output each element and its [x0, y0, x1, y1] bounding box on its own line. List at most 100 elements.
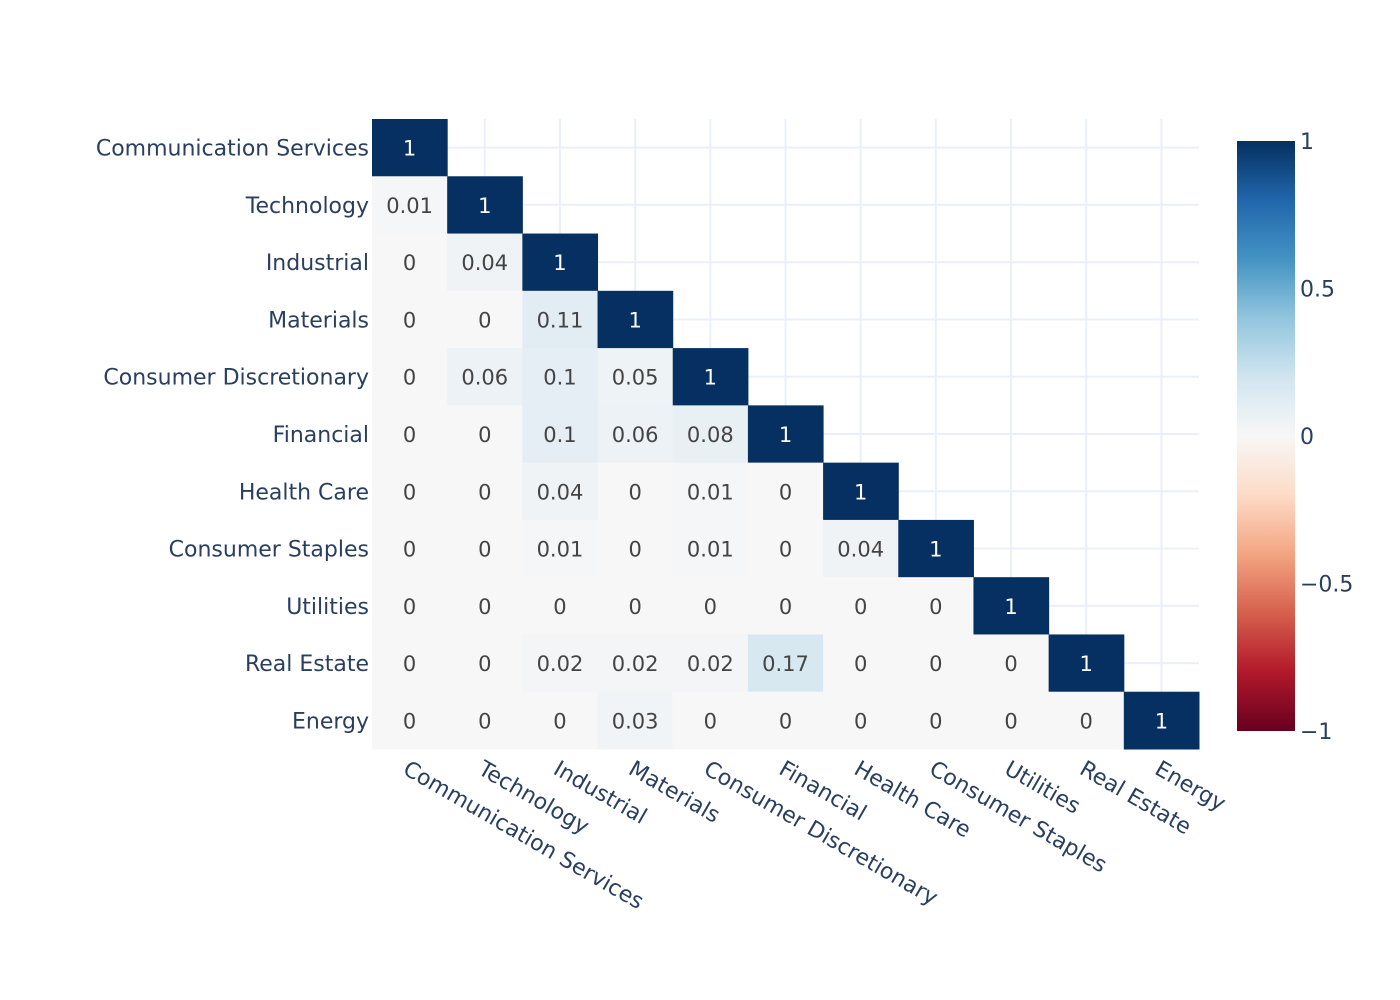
colorbar-ticks: 1 0.5 0 −0.5 −1: [1300, 130, 1353, 745]
heatmap-cell: [898, 519, 974, 578]
cell-value-label: 1: [628, 308, 641, 332]
y-tick-materials: Materials: [268, 308, 369, 333]
heatmap-cell: [672, 577, 749, 635]
heatmap-cell: [672, 634, 749, 693]
cell-value-label: 0: [1004, 709, 1017, 733]
heatmap-cell: [372, 348, 448, 406]
heatmap-cell: [747, 577, 824, 635]
heatmap-cell: [672, 405, 749, 464]
cell-value-label: 0: [478, 709, 491, 733]
heatmap-cell: [522, 691, 599, 750]
cell-value-label: 0.08: [687, 423, 734, 447]
heatmap-cell: [1048, 634, 1125, 693]
heatmap-cell: [973, 577, 1050, 635]
cell-value-label: 0.11: [537, 308, 584, 332]
heatmap-cell: [522, 577, 599, 635]
heatmap-cell: [522, 405, 599, 464]
cell-value-label: 0.06: [612, 423, 659, 447]
colorbar: 1 0.5 0 −0.5 −1: [1237, 130, 1353, 745]
heatmap-cell: [597, 519, 674, 578]
heatmap-cell: [447, 233, 523, 292]
heatmap-cell: [372, 290, 448, 349]
heatmap-cell: [672, 519, 749, 578]
colorbar-tick-label: 1: [1300, 130, 1314, 155]
heatmap-cell: [522, 348, 599, 406]
heatmap-cell: [447, 405, 523, 464]
heatmap-cell: [672, 691, 749, 750]
cell-value-label: 0.04: [461, 251, 508, 275]
cell-value-label: 0: [478, 308, 491, 332]
heatmap-cell: [447, 348, 523, 406]
cell-value-label: 0: [704, 595, 717, 619]
heatmap-cell: [372, 519, 448, 578]
cell-value-label: 0: [403, 652, 416, 676]
heatmap-cell: [447, 290, 523, 349]
heatmap-cell: [597, 691, 674, 750]
heatmap-cell: [672, 462, 749, 521]
y-axis-labels: Communication Services Technology Industri…: [96, 137, 369, 735]
heatmap-cell: [597, 462, 674, 521]
cell-value-label: 0: [779, 709, 792, 733]
cell-value-label: 0: [478, 652, 491, 676]
colorbar-tick-label: −1: [1300, 720, 1332, 745]
cell-value-label: 0: [403, 423, 416, 447]
colorbar-tick-label: 0: [1300, 425, 1314, 450]
heatmap-cell: [522, 634, 599, 693]
heatmap-cell: [372, 176, 448, 235]
cell-value-label: 1: [1155, 709, 1168, 733]
cell-value-label: 0: [553, 595, 566, 619]
heatmap-cell: [522, 233, 599, 292]
cell-value-label: 0: [628, 595, 641, 619]
cell-value-label: 0: [779, 595, 792, 619]
heatmap-cell: [823, 462, 899, 521]
cell-value-label: 0.01: [537, 538, 584, 562]
x-axis-labels: Communication ServicesTechnologyIndustri…: [399, 756, 1230, 915]
cell-value-label: 0.01: [687, 538, 734, 562]
heatmap-cell: [447, 176, 523, 235]
heatmap-cell: [898, 634, 974, 693]
heatmap-cell: [522, 290, 599, 349]
cell-value-label: 0: [929, 652, 942, 676]
cell-value-label: 0.04: [837, 538, 884, 562]
cell-value-label: 0: [628, 538, 641, 562]
cell-value-label: 0: [854, 709, 867, 733]
cell-value-label: 0: [929, 709, 942, 733]
cell-value-label: 0: [854, 595, 867, 619]
heatmap-cell: [597, 348, 674, 406]
cell-value-label: 0.01: [687, 480, 734, 504]
heatmap-cell: [447, 691, 523, 750]
cell-value-label: 0: [403, 480, 416, 504]
heatmap-cell: [747, 691, 824, 750]
cell-value-label: 0.1: [543, 366, 576, 390]
heatmap-cell: [973, 691, 1050, 750]
heatmap-cell: [898, 691, 974, 750]
heatmap-cell: [372, 691, 448, 750]
cell-value-label: 0.02: [687, 652, 734, 676]
cell-value-label: 0.02: [612, 652, 659, 676]
heatmap-cell: [597, 634, 674, 693]
cell-value-label: 1: [704, 366, 717, 390]
heatmap-cell: [747, 634, 824, 693]
heatmap-cell: [597, 290, 674, 349]
colorbar-tick-label: 0.5: [1300, 278, 1335, 303]
y-tick-consumer-staples: Consumer Staples: [169, 538, 369, 563]
y-tick-technology: Technology: [245, 194, 369, 219]
heatmap-cell: [372, 405, 448, 464]
cell-value-label: 0.17: [762, 652, 809, 676]
cell-value-label: 1: [403, 137, 416, 161]
heatmap-cell: [522, 519, 599, 578]
cell-value-label: 0.02: [537, 652, 584, 676]
cell-value-label: 1: [1080, 652, 1093, 676]
cell-value-label: 0: [553, 709, 566, 733]
colorbar-gradient: [1237, 141, 1295, 731]
heatmap-cell: [372, 119, 448, 177]
heatmap-cell: [1123, 691, 1200, 750]
y-tick-utilities: Utilities: [286, 595, 369, 620]
cell-value-label: 0: [403, 538, 416, 562]
y-tick-communication-services: Communication Services: [96, 137, 369, 162]
y-tick-real-estate: Real Estate: [245, 652, 369, 677]
cell-value-label: 0: [704, 709, 717, 733]
heatmap-cell: [597, 577, 674, 635]
cell-value-label: 0: [403, 251, 416, 275]
